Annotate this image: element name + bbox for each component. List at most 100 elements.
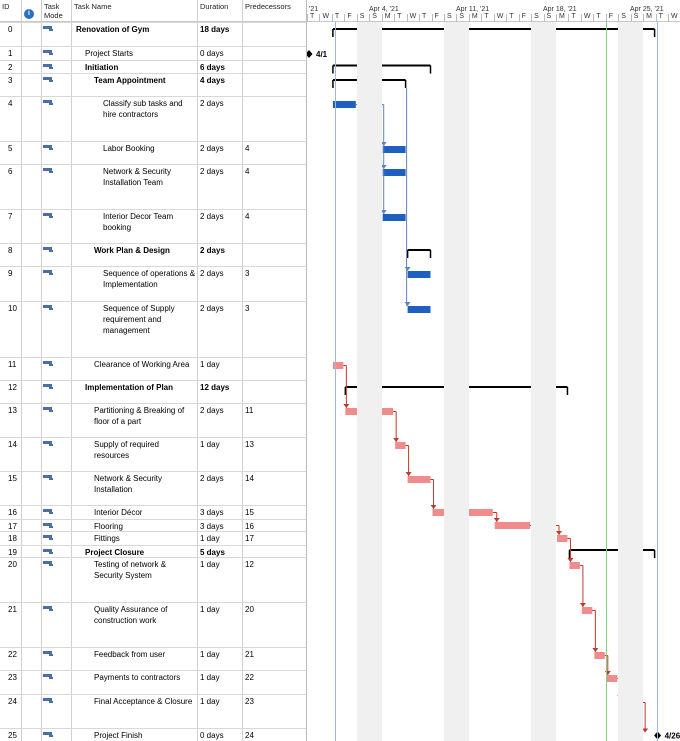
task-predecessors[interactable]: 3 xyxy=(245,269,250,278)
table-row[interactable]: 13 Partitioning & Breaking of floor of a … xyxy=(0,403,306,437)
task-duration[interactable]: 2 days xyxy=(200,304,224,313)
task-name[interactable]: Work Plan & Design xyxy=(94,246,170,255)
task-duration[interactable]: 1 day xyxy=(200,534,220,543)
task-name[interactable]: Interior Decor Team booking xyxy=(103,212,174,232)
table-row[interactable]: 23 Payments to contractors 1 day 22 xyxy=(0,670,306,694)
task-predecessors[interactable]: 21 xyxy=(245,650,254,659)
info-icon[interactable]: i xyxy=(24,9,34,19)
task-duration[interactable]: 3 days xyxy=(200,522,224,531)
task-name[interactable]: Final Acceptance & Closure xyxy=(94,697,193,706)
task-mode-icon[interactable] xyxy=(43,304,55,311)
task-mode-icon[interactable] xyxy=(43,731,55,738)
task-duration[interactable]: 0 days xyxy=(200,49,224,58)
task-predecessors[interactable]: 4 xyxy=(245,144,250,153)
task-predecessors[interactable]: 11 xyxy=(245,406,254,415)
table-row[interactable]: 9 Sequence of operations & Implementation… xyxy=(0,266,306,301)
task-mode-icon[interactable] xyxy=(43,697,55,704)
task-mode-icon[interactable] xyxy=(43,63,55,70)
task-name[interactable]: Feedback from user xyxy=(94,650,166,659)
table-row[interactable]: 1 Project Starts 0 days xyxy=(0,46,306,60)
task-name[interactable]: Classify sub tasks and hire contractors xyxy=(103,99,183,119)
task-predecessors[interactable]: 4 xyxy=(245,167,250,176)
task-mode-icon[interactable] xyxy=(43,522,55,529)
task-duration[interactable]: 2 days xyxy=(200,99,224,108)
task-name[interactable]: Fittings xyxy=(94,534,120,543)
table-row[interactable]: 16 Interior Décor 3 days 15 xyxy=(0,505,306,519)
task-duration[interactable]: 1 day xyxy=(200,560,220,569)
task-name[interactable]: Implementation of Plan xyxy=(85,383,174,392)
task-name[interactable]: Network & Security Installation Team xyxy=(103,167,172,187)
task-predecessors[interactable]: 4 xyxy=(245,212,250,221)
task-mode-icon[interactable] xyxy=(43,406,55,413)
gantt-chart[interactable]: 4/1 4/26 '21 Apr 4, '21 Apr 11, '21 Apr 18, … xyxy=(307,0,680,741)
task-mode-icon[interactable] xyxy=(43,605,55,612)
task-mode-icon[interactable] xyxy=(43,99,55,106)
table-row[interactable]: 0 Renovation of Gym 18 days xyxy=(0,22,306,46)
table-row[interactable]: 18 Fittings 1 day 17 xyxy=(0,531,306,545)
table-row[interactable]: 21 Quality Assurance of construction work… xyxy=(0,602,306,647)
task-name[interactable]: Labor Booking xyxy=(103,144,155,153)
task-name[interactable]: Clearance of Working Area xyxy=(94,360,190,369)
task-duration[interactable]: 2 days xyxy=(200,212,224,221)
task-predecessors[interactable]: 3 xyxy=(245,304,250,313)
table-row[interactable]: 12 Implementation of Plan 12 days xyxy=(0,380,306,403)
task-duration[interactable]: 18 days xyxy=(200,25,230,34)
task-predecessors[interactable]: 22 xyxy=(245,673,254,682)
task-mode-icon[interactable] xyxy=(43,560,55,567)
task-duration[interactable]: 0 days xyxy=(200,731,224,740)
task-name[interactable]: Project Finish xyxy=(94,731,143,740)
task-name[interactable]: Team Appointment xyxy=(94,76,166,85)
task-predecessors[interactable]: 24 xyxy=(245,731,254,740)
task-duration[interactable]: 1 day xyxy=(200,605,220,614)
task-predecessors[interactable]: 12 xyxy=(245,560,254,569)
task-name[interactable]: Network & Security Installation xyxy=(94,474,163,494)
task-duration[interactable]: 2 days xyxy=(200,167,224,176)
task-mode-icon[interactable] xyxy=(43,383,55,390)
task-name[interactable]: Renovation of Gym xyxy=(76,25,150,34)
task-mode-icon[interactable] xyxy=(43,650,55,657)
task-mode-icon[interactable] xyxy=(43,167,55,174)
table-row[interactable]: 17 Flooring 3 days 16 xyxy=(0,519,306,531)
task-mode-icon[interactable] xyxy=(43,534,55,541)
table-row[interactable]: 3 Team Appointment 4 days xyxy=(0,73,306,96)
table-row[interactable]: 10 Sequence of Supply requirement and man… xyxy=(0,301,306,357)
task-duration[interactable]: 12 days xyxy=(200,383,230,392)
task-mode-icon[interactable] xyxy=(43,440,55,447)
task-duration[interactable]: 5 days xyxy=(200,548,225,557)
table-row[interactable]: 4 Classify sub tasks and hire contractors… xyxy=(0,96,306,141)
task-predecessors[interactable]: 15 xyxy=(245,508,254,517)
table-row[interactable]: 6 Network & Security Installation Team 2 d… xyxy=(0,164,306,209)
task-predecessors[interactable]: 23 xyxy=(245,697,254,706)
column-header-task-mode[interactable]: Task Mode xyxy=(44,2,63,20)
task-mode-icon[interactable] xyxy=(43,144,55,151)
task-duration[interactable]: 3 days xyxy=(200,508,224,517)
column-header-id[interactable]: ID xyxy=(2,2,10,11)
task-duration[interactable]: 4 days xyxy=(200,76,225,85)
table-row[interactable]: 8 Work Plan & Design 2 days xyxy=(0,243,306,266)
task-name[interactable]: Partitioning & Breaking of floor of a pa… xyxy=(94,406,185,426)
task-predecessors[interactable]: 20 xyxy=(245,605,254,614)
task-name[interactable]: Interior Décor xyxy=(94,508,143,517)
task-duration[interactable]: 1 day xyxy=(200,697,220,706)
task-predecessors[interactable]: 17 xyxy=(245,534,254,543)
task-mode-icon[interactable] xyxy=(43,673,55,680)
task-mode-icon[interactable] xyxy=(43,25,55,32)
task-name[interactable]: Payments to contractors xyxy=(94,673,181,682)
task-name[interactable]: Quality Assurance of construction work xyxy=(94,605,168,625)
column-header-predecessors[interactable]: Predecessors xyxy=(245,2,291,11)
task-name[interactable]: Supply of required resources xyxy=(94,440,159,460)
table-row[interactable]: 7 Interior Decor Team booking 2 days 4 xyxy=(0,209,306,243)
task-mode-icon[interactable] xyxy=(43,508,55,515)
task-duration[interactable]: 1 day xyxy=(200,360,220,369)
table-row[interactable]: 22 Feedback from user 1 day 21 xyxy=(0,647,306,670)
task-predecessors[interactable]: 16 xyxy=(245,522,254,531)
table-row[interactable]: 19 Project Closure 5 days xyxy=(0,545,306,557)
column-header-task-name[interactable]: Task Name xyxy=(74,2,112,11)
task-name[interactable]: Sequence of operations & Implementation xyxy=(103,269,196,289)
task-mode-icon[interactable] xyxy=(43,76,55,83)
task-mode-icon[interactable] xyxy=(43,548,55,555)
task-duration[interactable]: 2 days xyxy=(200,269,224,278)
table-row[interactable]: 14 Supply of required resources 1 day 13 xyxy=(0,437,306,471)
task-name[interactable]: Project Closure xyxy=(85,548,145,557)
table-row[interactable]: 25 Project Finish 0 days 24 xyxy=(0,728,306,741)
